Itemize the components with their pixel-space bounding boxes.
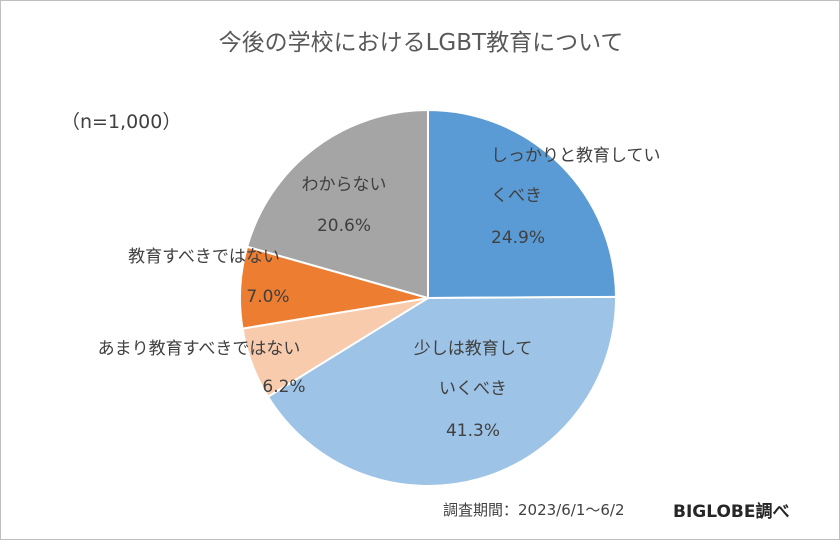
slice-value-label: 41.3% <box>446 421 500 441</box>
slice-category-label: わからない <box>302 175 387 195</box>
slice-category-label: しっかりと教育してい <box>491 146 661 166</box>
slice-value-label: 24.9% <box>491 228 545 248</box>
slice-value-label: 20.6% <box>317 216 371 236</box>
pie-slice <box>245 108 429 300</box>
slice-value-label: 6.2% <box>262 377 305 397</box>
slice-category-label: 教育すべきではない <box>128 247 280 267</box>
survey-period: 調査期間：2023/6/1～6/2 <box>443 501 625 519</box>
sample-size-note: （n=1,000） <box>61 111 182 133</box>
slice-category-label: あまり教育すべきではない <box>98 339 301 359</box>
source-credit: BIGLOBE調べ <box>673 502 790 522</box>
slice-category-label: 少しは教育して <box>414 339 533 359</box>
chart-title: 今後の学校におけるLGBT教育について <box>218 30 624 56</box>
slice-value-label: 7.0% <box>246 287 289 307</box>
slice-category-label: いくべき <box>439 379 507 399</box>
slice-category-label: くべき <box>491 186 542 206</box>
pie-slice <box>427 108 618 300</box>
